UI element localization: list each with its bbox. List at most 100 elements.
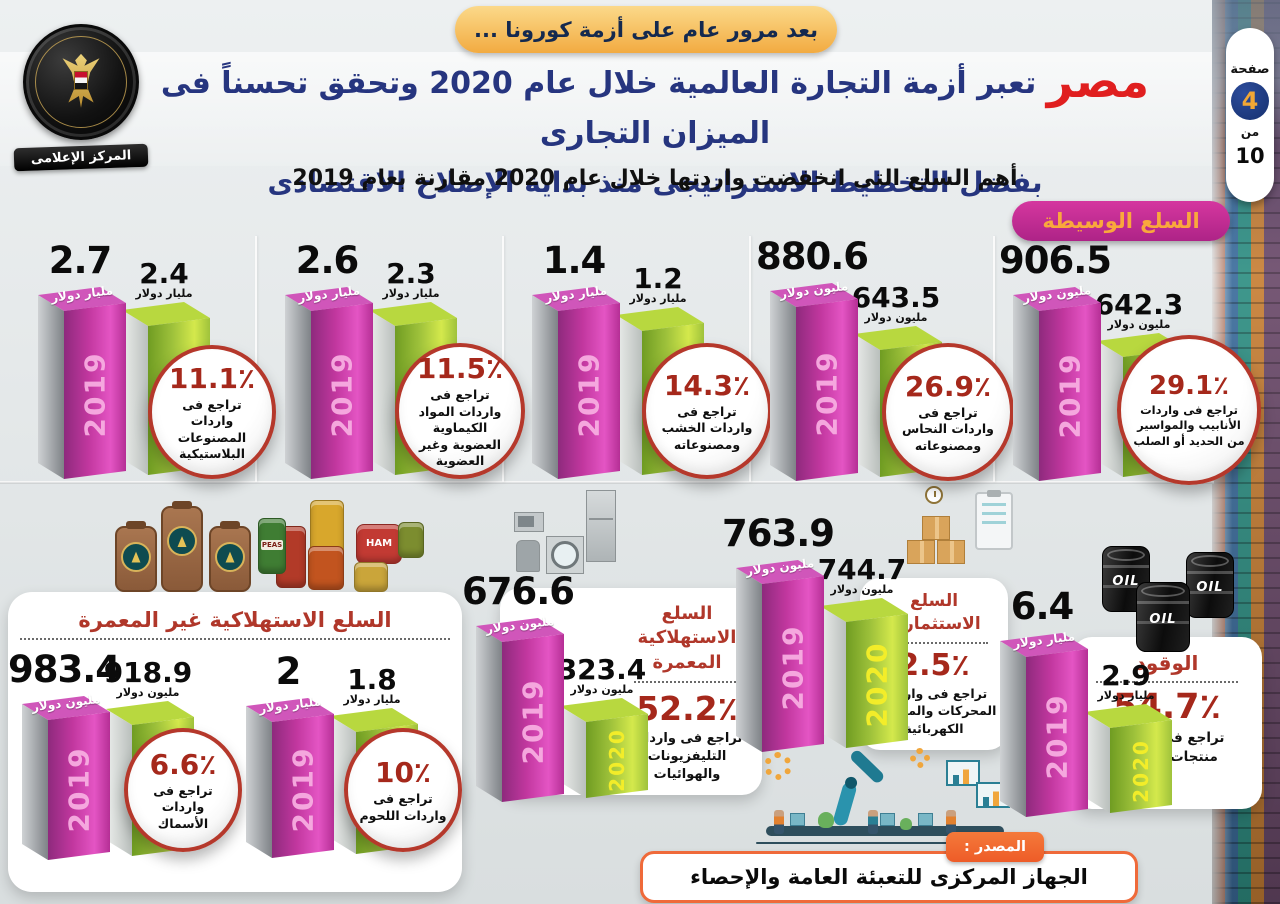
chart-group-6: 983.4 مليون دولار 2019 918.9 مليون دولار — [8, 648, 242, 864]
can-peas-icon: PEAS — [258, 518, 286, 574]
logo-emblem-circle — [23, 24, 139, 140]
bar-2019: 983.4 مليون دولار 2019 — [8, 648, 121, 864]
main-title: مصر تعبر أزمة التجارة العالمية خلال عام … — [120, 56, 1190, 207]
worker-icon — [946, 810, 956, 834]
sack-icon — [209, 521, 251, 592]
bar-2019: 906.5 مليون دولار 2019 — [999, 239, 1112, 485]
year-label: 2019 — [572, 351, 606, 438]
year-label: 2020 — [605, 728, 629, 792]
unit-label: مليون دولار — [570, 683, 634, 696]
egypt-flag-icon — [74, 71, 88, 90]
page-indicator: صفحة 4 من 10 — [1226, 28, 1274, 202]
plant-icon — [900, 818, 912, 830]
source-label-tab: المصدر : — [946, 832, 1044, 862]
year-label: 2019 — [325, 351, 359, 438]
value-label: 2.6 — [295, 239, 360, 282]
dotted-divider — [880, 641, 988, 644]
decline-percent: 6.6٪ — [149, 747, 217, 781]
bar-2020: 744.7 مليون دولار 2020 — [812, 550, 912, 752]
oil-barrel-icon: OIL — [1136, 582, 1190, 652]
bar-3d-shape — [1084, 704, 1172, 813]
box-icon — [922, 516, 950, 540]
chart-group-8: 676.6 مليون دولار 2019 323.4 مليون دولار — [462, 570, 658, 806]
decline-circle: 29.1٪ تراجع فى واردات الأنابيب والمواسير… — [1117, 335, 1261, 485]
value-label: 983.4 — [7, 648, 121, 691]
source-label: المصدر : — [964, 839, 1026, 855]
box-icon — [907, 540, 935, 564]
bar-3d-shape — [736, 560, 824, 752]
washing-machine-icon — [546, 536, 584, 574]
page-number-circle: 4 — [1231, 82, 1269, 120]
sack-badge-icon — [167, 526, 197, 557]
unit-label: مليار دولار — [382, 287, 440, 300]
decline-note: تراجع فى واردات الأسماك — [153, 782, 213, 831]
chart-group-7: 2 مليار دولار 2019 1.8 مليار دولار — [238, 650, 462, 862]
durable-decline-note: تراجع فى واردات التليفزيونات والهوائيات — [631, 730, 743, 783]
decline-circle: 26.9٪ تراجع فى واردات النحاس ومصنوعاته — [882, 343, 1014, 481]
dashboard-monitor-icon — [946, 760, 980, 786]
decline-circle: 11.5٪ تراجع فى واردات المواد الكيماوية ا… — [395, 343, 525, 479]
year-label: 2019 — [1053, 352, 1087, 439]
value-label: 1.4 — [542, 239, 607, 282]
bar-2019: 763.9 مليون دولار 2019 — [722, 512, 835, 756]
dotted-divider — [1096, 681, 1238, 683]
investment-decline-percent: 2.5٪ — [898, 647, 970, 683]
page-word: صفحة — [1230, 62, 1270, 77]
page-total: 10 — [1235, 144, 1265, 168]
title-line-1: مصر تعبر أزمة التجارة العالمية خلال عام … — [120, 56, 1190, 159]
title-egypt-highlight: مصر — [1046, 54, 1150, 108]
bar-2020: 2.9 مليار دولار 2020 — [1076, 656, 1176, 817]
bar-3d-shape — [560, 698, 648, 798]
of-word: من — [1240, 125, 1260, 139]
chart-group-5: 906.5 مليون دولار 2019 642.3 مليون دولار — [999, 239, 1261, 485]
source-text: الجهاز المركزى للتعبئة العامة والإحصاء — [690, 865, 1088, 889]
title-band — [0, 52, 1214, 166]
chart-group-3: 1.4 مليار دولار 2019 1.2 مليار دولار — [524, 239, 772, 483]
bar-3d-shape — [532, 287, 620, 479]
value-label: 323.4 — [557, 653, 647, 686]
value-label: 642.3 — [1094, 288, 1184, 321]
box-icon — [937, 540, 965, 564]
unit-label: مليار دولار — [629, 292, 687, 305]
value-label: 918.9 — [103, 656, 193, 689]
chart-group-1: 2.7 مليار دولار 2019 2.4 مليار دولار — [30, 239, 276, 483]
chart-group-10: 6.4 مليار دولار 2019 2.9 مليار دولار — [992, 585, 1182, 821]
corona-banner: بعد مرور عام على أزمة كورونا ... — [455, 6, 837, 53]
clipboard-icon — [975, 492, 1013, 550]
can-icon — [398, 522, 424, 558]
bar-2019: 1.4 مليار دولار 2019 — [524, 239, 624, 483]
bar-2019: 2 مليار دولار 2019 — [238, 650, 338, 862]
worker-icon — [774, 810, 784, 834]
home-appliances-illustration — [514, 490, 620, 574]
unit-label: مليار دولار — [343, 693, 401, 706]
bar-3d-shape — [285, 287, 373, 479]
chart-group-2: 2.6 مليار دولار 2019 2.3 مليار دولار — [277, 239, 525, 483]
oil-barrel-icon: OIL — [1186, 552, 1234, 618]
value-label: 763.9 — [721, 512, 835, 555]
chart-group-4: 880.6 مليون دولار 2019 643.5 مليون دولار — [756, 235, 1014, 485]
bar-3d-shape — [22, 696, 110, 860]
gear-icon — [764, 752, 792, 780]
banner-text: بعد مرور عام على أزمة كورونا ... — [474, 17, 818, 42]
canned-food-illustration: PEAS HAM — [258, 486, 430, 592]
section-title-investment: السلع الاستثمارية — [887, 591, 981, 634]
can-ham-icon: HAM — [356, 524, 402, 564]
can-icon — [308, 546, 344, 590]
robot-arm-icon — [832, 780, 858, 828]
value-label: 6.4 — [1010, 585, 1075, 628]
bar-2019: 6.4 مليار دولار 2019 — [992, 585, 1092, 821]
bar-3d-shape — [820, 598, 908, 748]
conveyor-belt-icon — [766, 826, 1004, 836]
decline-percent: 26.9٪ — [904, 369, 992, 403]
bar-3d-shape — [770, 283, 858, 481]
plant-icon — [818, 812, 834, 828]
decline-circle: 11.1٪ تراجع فى واردات المصنوعات البلاستي… — [148, 345, 276, 479]
year-label: 2019 — [810, 350, 844, 437]
value-label: 1.2 — [633, 262, 683, 295]
decline-note: تراجع فى واردات المصنوعات البلاستيكية — [177, 396, 247, 462]
bar-2019: 2.6 مليار دولار 2019 — [277, 239, 377, 483]
bar-3d-shape — [1000, 633, 1088, 817]
unit-label: مليون دولار — [1107, 318, 1171, 331]
bar-3d-shape — [476, 618, 564, 802]
